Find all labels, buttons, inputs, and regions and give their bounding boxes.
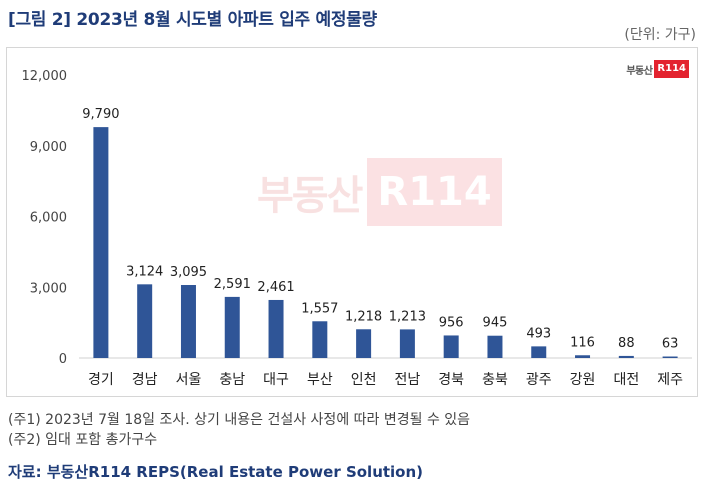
y-tick-label: 0 [59, 352, 67, 367]
bar-chart: 0 3,000 6,000 9,000 12,000 9,790 경기 3,124 경남 3,09… [22, 69, 692, 388]
watermark-badge: R114 [367, 158, 502, 226]
brand-logo-text: 부동산 [626, 65, 653, 77]
data-label: 116 [570, 335, 595, 350]
x-tick-label: 광주 [526, 372, 552, 388]
data-label: 3,124 [126, 264, 163, 279]
bar [443, 335, 459, 358]
bar [618, 355, 634, 358]
data-label: 493 [526, 326, 551, 341]
data-label: 2,591 [214, 277, 251, 292]
data-label: 1,557 [301, 301, 338, 316]
data-label: 1,213 [389, 309, 426, 324]
x-tick-label: 충북 [482, 372, 508, 388]
source-credit: 자료: 부동산R114 REPS(Real Estate Power Solut… [8, 463, 424, 481]
bar [268, 299, 284, 358]
data-label: 3,095 [170, 265, 207, 280]
x-tick-label: 경남 [132, 372, 158, 388]
x-tick-label: 부산 [307, 372, 333, 388]
y-tick-label: 12,000 [22, 69, 68, 84]
bar [487, 335, 503, 358]
bar [531, 346, 547, 358]
x-tick-label: 인천 [351, 372, 377, 388]
unit-label: (단위: 가구) [624, 27, 696, 43]
bar [399, 329, 415, 358]
data-label: 63 [662, 337, 679, 352]
data-label: 1,218 [345, 309, 382, 324]
brand-logo: 부동산 R114 [626, 60, 689, 78]
bar [137, 284, 153, 358]
data-label: 2,461 [257, 280, 294, 295]
figure-title: [그림 2] 2023년 8월 시도별 아파트 입주 예정물량 [8, 10, 377, 30]
bar [662, 356, 678, 358]
x-tick-label: 경북 [438, 372, 464, 388]
x-tick-label: 전남 [395, 372, 421, 388]
y-tick-label: 9,000 [30, 140, 67, 155]
footnotes: (주1) 2023년 7월 18일 조사. 상기 내용은 건설사 사정에 따라 … [8, 410, 470, 450]
bar [575, 355, 591, 358]
y-tick-label: 6,000 [30, 211, 67, 226]
x-tick-label: 경기 [88, 372, 114, 388]
x-tick-label: 대전 [613, 372, 639, 388]
footnote-2: (주2) 임대 포함 총가구수 [8, 432, 158, 448]
bar [224, 296, 240, 358]
watermark-logo: 부동산 R114 [257, 158, 502, 226]
bar [356, 329, 372, 358]
brand-logo-badge: R114 [654, 60, 689, 78]
footnote-1: (주1) 2023년 7월 18일 조사. 상기 내용은 건설사 사정에 따라 … [8, 412, 471, 428]
bar [93, 127, 109, 358]
data-label: 9,790 [82, 107, 119, 122]
chart-panel: 부동산 R114 부동산 R114 0 3,000 6,000 9,000 12,000… [6, 47, 698, 397]
data-label: 956 [439, 315, 464, 330]
x-tick-label: 대구 [263, 372, 289, 388]
data-label: 88 [618, 336, 635, 351]
y-tick-label: 3,000 [30, 281, 67, 296]
x-tick-label: 충남 [219, 372, 245, 388]
watermark-text: 부동산 [257, 173, 363, 219]
data-label: 945 [483, 316, 508, 331]
bar [180, 285, 196, 358]
x-tick-label: 서울 [176, 372, 202, 388]
x-tick-label: 강원 [570, 372, 596, 388]
x-tick-label: 제주 [657, 372, 683, 388]
bar [312, 321, 328, 358]
